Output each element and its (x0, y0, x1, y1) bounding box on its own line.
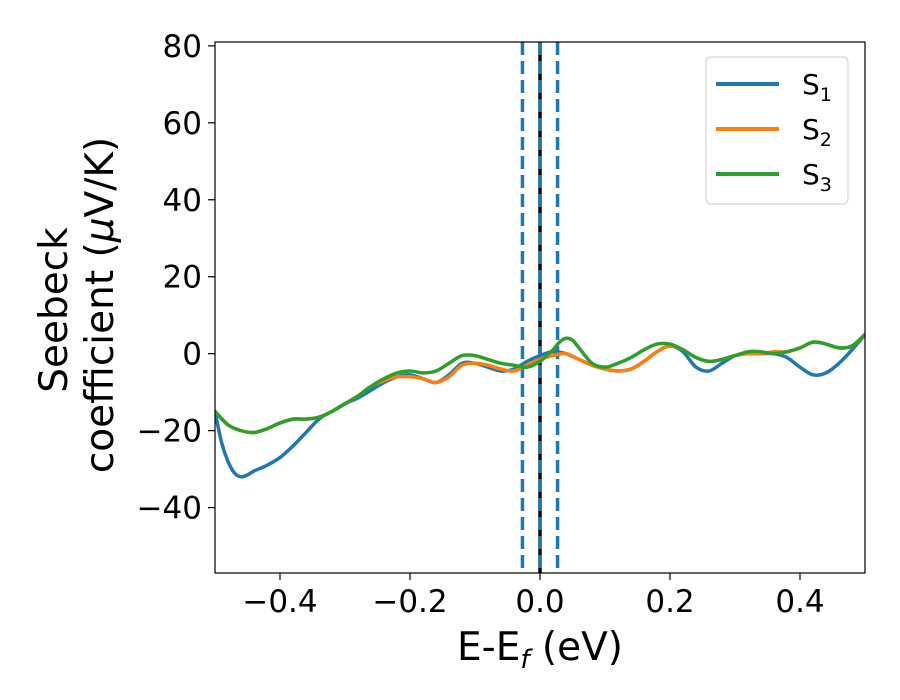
x-axis-label-main: E-E (457, 625, 520, 670)
y-axis-label-line2-text: coefficient ( (78, 242, 123, 473)
legend-label-s1: S1 (802, 68, 832, 106)
series-lines (215, 332, 865, 479)
vertical-lines (520, 42, 560, 573)
x-axis-label-tail: (eV) (530, 625, 624, 670)
y-tick-label: 80 (163, 29, 202, 65)
y-tick-label: 0 (182, 337, 202, 373)
legend-label-s3: S3 (802, 158, 832, 196)
y-tick-label: 40 (163, 183, 202, 219)
x-tick-label: 0.4 (775, 584, 824, 620)
x-tick-label: 0.0 (515, 584, 564, 620)
legend-label-s2: S2 (802, 113, 832, 151)
y-tick-label: −20 (137, 414, 202, 450)
y-axis-label-line2-tail: V/K) (78, 137, 123, 218)
x-tick-label: −0.2 (372, 584, 447, 620)
y-axis-label-mu: μ (78, 217, 123, 243)
x-tick-label: 0.2 (645, 584, 694, 620)
x-axis-ticks: −0.4 −0.2 0.0 0.2 0.4 (242, 573, 825, 620)
y-axis-label: Seebeck coefficient (μV/K) (32, 137, 123, 473)
y-tick-label: 20 (163, 260, 202, 296)
y-axis-label-line1: Seebeck (32, 227, 77, 393)
y-tick-label: −40 (137, 491, 202, 527)
x-tick-label: −0.4 (242, 584, 317, 620)
y-tick-label: 60 (163, 106, 202, 142)
y-axis-label-line2: coefficient (μV/K) (78, 137, 123, 473)
series-line-s3 (215, 332, 865, 435)
y-axis-ticks: −40 −20 0 20 40 60 80 (137, 29, 215, 527)
x-axis-label: E-Ef (eV) (457, 625, 623, 675)
legend: S1 S2 S3 (705, 56, 849, 205)
